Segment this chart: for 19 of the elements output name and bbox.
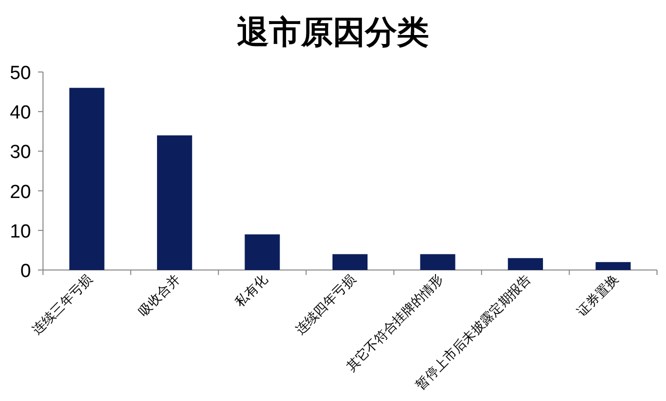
y-tick-label: 10 xyxy=(10,221,31,242)
x-tick-label: 连续四年亏损 xyxy=(292,272,358,338)
x-tick-label: 私有化 xyxy=(232,272,270,310)
x-tick-label: 证券置换 xyxy=(574,272,622,319)
bar xyxy=(508,258,543,270)
bar xyxy=(596,262,631,270)
bar xyxy=(157,135,192,270)
y-tick-label: 30 xyxy=(10,142,31,164)
y-tick-label: 20 xyxy=(10,182,31,203)
bar xyxy=(244,234,280,270)
y-tick-label: 50 xyxy=(10,63,31,84)
x-tick-label: 连续三年亏损 xyxy=(29,272,95,338)
y-tick-label: 40 xyxy=(10,102,31,124)
y-tick-label: 0 xyxy=(20,261,31,282)
x-tick-label: 吸收合并 xyxy=(135,272,183,319)
chart-title: 退市原因分类 xyxy=(237,14,429,50)
bar xyxy=(69,88,104,270)
bar xyxy=(420,254,456,270)
bar xyxy=(332,254,368,270)
